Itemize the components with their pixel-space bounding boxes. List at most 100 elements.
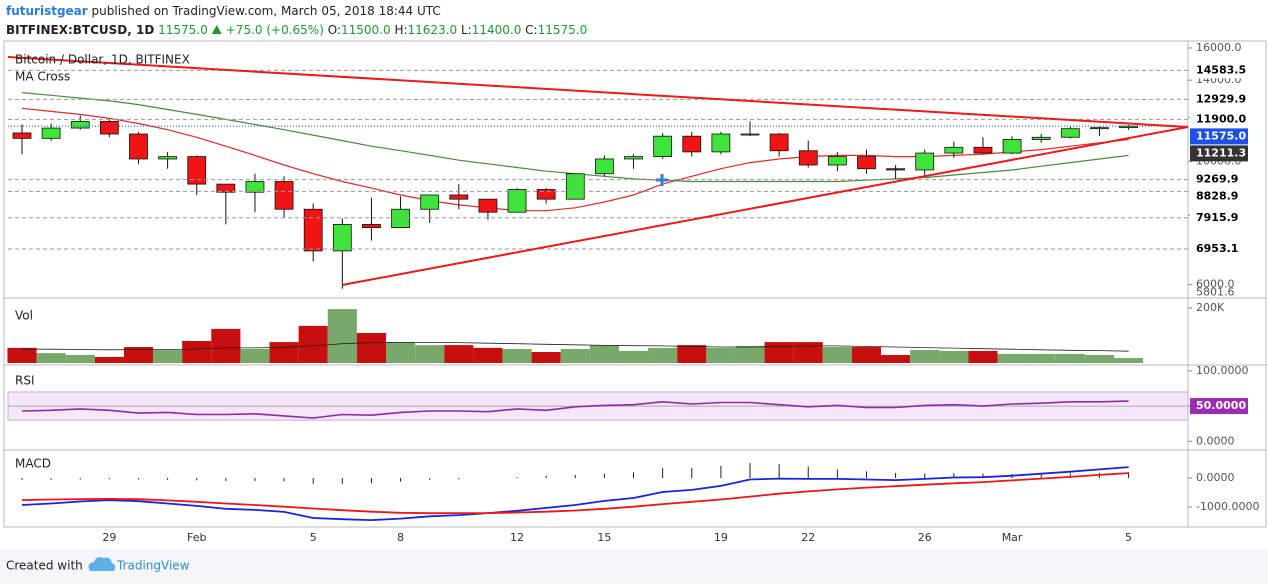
up-arrow: [211, 25, 222, 34]
pane-title: MACD: [15, 457, 51, 471]
x-tick-label: 12: [510, 531, 524, 544]
volume-bar: [910, 350, 940, 363]
symbol: BITFINEX:BTCUSD, 1D: [6, 23, 154, 37]
candle-body: [1060, 128, 1080, 138]
l-label: L:: [461, 23, 472, 37]
candle-body: [507, 189, 527, 213]
level-label: 8828.9: [1196, 190, 1238, 203]
level-box: [1190, 209, 1248, 226]
crosshair-marker: [656, 174, 668, 186]
candle-body: [653, 135, 673, 157]
level-label: 9269.9: [1196, 173, 1238, 186]
y-tick-label: 50.0000: [1196, 399, 1246, 412]
x-tick-label: 19: [714, 531, 728, 544]
pane-title: Vol: [15, 309, 33, 323]
volume-bar: [1084, 355, 1114, 363]
pane-border: [3, 40, 1267, 528]
x-tick-label: 26: [918, 531, 932, 544]
y-tick-label: 100.0000: [1196, 364, 1249, 377]
candle-body: [332, 224, 352, 252]
candle-body: [915, 152, 935, 171]
volume-bar: [1026, 353, 1056, 363]
candle-body: [1002, 139, 1022, 154]
candle-body: [420, 194, 440, 210]
candle-body: [565, 173, 585, 200]
rsi-line: [21, 400, 1129, 419]
candle-body: [798, 150, 818, 166]
pane-title: RSI: [15, 374, 35, 388]
y-tick-label: 0.0000: [1196, 471, 1235, 484]
o-label: O:: [328, 23, 341, 37]
volume-bar: [65, 355, 95, 363]
candle-body: [827, 156, 847, 166]
level-label: 11900.0: [1196, 112, 1246, 125]
trend-line[interactable]: [341, 126, 1189, 286]
volume-bar: [240, 348, 270, 363]
c-value: 11575.0: [538, 23, 588, 37]
volume-bar: [618, 350, 649, 363]
candle-body: [1119, 125, 1138, 129]
y-tick-label: 200K: [1196, 301, 1225, 314]
level-label: 5801.6: [1196, 286, 1235, 299]
level-box: [1190, 171, 1248, 188]
frame: [3, 40, 1267, 528]
x-tick-label: 29: [102, 531, 116, 544]
candle-body: [449, 194, 469, 200]
footer-bar: [0, 549, 1268, 584]
volume-bar: [793, 342, 823, 363]
volume-bar: [531, 351, 561, 363]
y-tick-label: 0.0000: [1196, 434, 1235, 447]
trend-line[interactable]: [7, 56, 1189, 128]
level-box: [1190, 145, 1248, 162]
level-label: 14583.5: [1196, 63, 1246, 76]
level-box: [1190, 91, 1248, 108]
publisher[interactable]: futuristgear: [6, 4, 88, 18]
volume-bar: [1055, 353, 1085, 363]
volume-bar: [997, 353, 1027, 363]
level-box: [1190, 62, 1248, 79]
o-value: 11500.0: [341, 23, 391, 37]
candle-body: [682, 135, 702, 153]
footer-brand[interactable]: TradingView: [116, 559, 190, 573]
level-label: 12929.9: [1196, 92, 1246, 105]
volume-bar: [298, 325, 328, 363]
candle-body: [769, 133, 789, 152]
volume-bar: [735, 345, 765, 363]
x-tick-label: 5: [310, 531, 317, 544]
volume-bar: [211, 328, 241, 363]
volume-bar: [851, 347, 882, 363]
candle-body: [595, 158, 614, 175]
candle-body: [245, 181, 265, 193]
moving-average: [21, 107, 1129, 212]
x-tick-label: 22: [801, 531, 815, 544]
h-label: H:: [394, 23, 407, 37]
volume-bar: [473, 347, 503, 363]
change: +75.0 (+0.65%): [226, 23, 324, 37]
level-box: [1190, 241, 1248, 258]
volume-bar: [36, 353, 66, 363]
x-tick-label: 8: [397, 531, 404, 544]
volume-bar: [182, 340, 212, 363]
level-box: [1190, 128, 1248, 145]
candle-body: [1090, 127, 1109, 130]
candle-body: [41, 127, 61, 139]
h-value: 11623.0: [408, 23, 458, 37]
candle-body: [129, 133, 148, 160]
volume-bar: [356, 333, 386, 363]
x-tick-label: 5: [1125, 531, 1132, 544]
footer-text: Created with: [6, 559, 83, 573]
candle-body: [274, 181, 294, 210]
drawings: [7, 56, 1189, 286]
quote-line: BITFINEX:BTCUSD, 1D 11575.0 +75.0 (+0.65%…: [6, 23, 587, 37]
volume-bar: [881, 355, 911, 363]
volume-bar: [7, 347, 37, 363]
y-tick-box: [1190, 398, 1248, 415]
candle-body: [99, 121, 119, 135]
logo[interactable]: [88, 557, 116, 571]
candle-body: [158, 156, 178, 160]
candle-body: [1031, 136, 1051, 140]
volume-bar: [589, 345, 619, 363]
